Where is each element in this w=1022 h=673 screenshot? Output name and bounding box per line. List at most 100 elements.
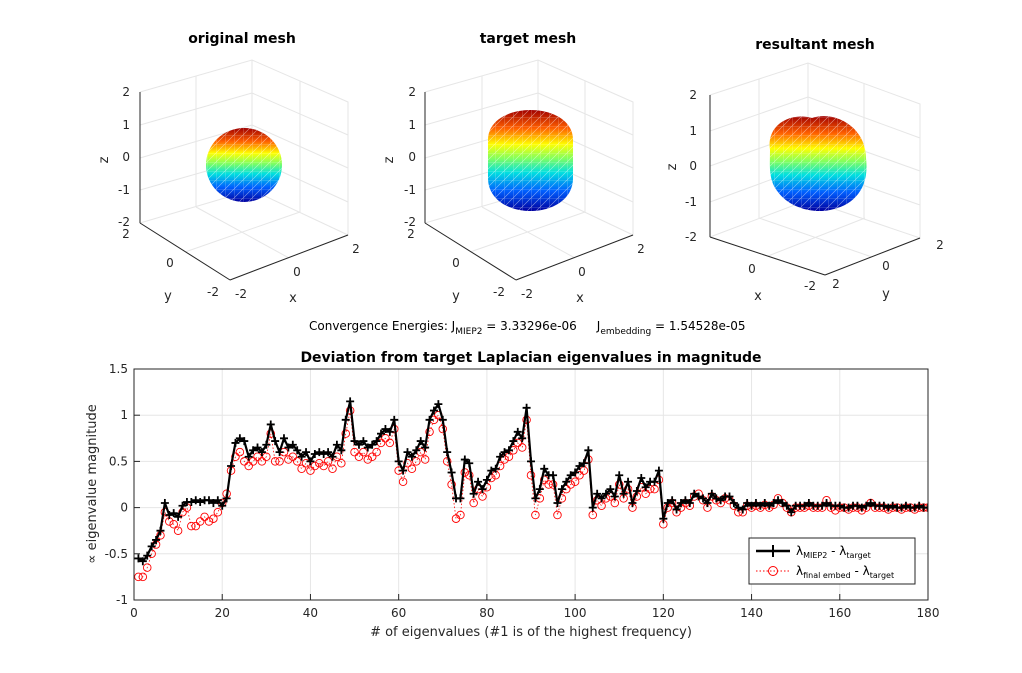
point-miep2 (540, 464, 549, 473)
point-miep2 (535, 485, 544, 494)
point-miep2 (438, 415, 447, 424)
point-final-embed (553, 510, 562, 520)
panel-original-mesh: original mesh 2 1 0 -1 -2 z 2 0 -2 (97, 31, 360, 306)
point-final-embed (231, 452, 240, 462)
point-miep2 (332, 440, 341, 449)
convergence-energies: Convergence Energies: JMIEP2 = 3.33296e-… (309, 319, 746, 337)
point-final-embed (372, 447, 381, 457)
point-final-embed (385, 438, 395, 448)
svg-text:-2: -2 (804, 279, 816, 293)
point-miep2 (271, 437, 280, 446)
svg-text:-2: -2 (404, 215, 416, 229)
point-miep2 (213, 496, 222, 505)
y-axis-label: ∝ eigenvalue magnitude (85, 404, 100, 563)
point-miep2 (924, 503, 928, 512)
point-miep2 (359, 437, 368, 446)
point-miep2 (862, 501, 871, 510)
svg-text:1: 1 (122, 118, 130, 132)
point-miep2 (685, 498, 694, 507)
point-miep2 (738, 505, 747, 514)
x-tick-label: 120 (652, 606, 675, 620)
point-miep2 (509, 437, 518, 446)
svg-text:x: x (754, 289, 762, 304)
svg-text:x: x (576, 291, 584, 306)
point-final-embed (173, 526, 183, 535)
point-miep2 (584, 446, 593, 455)
svg-text:0: 0 (122, 150, 130, 164)
point-miep2 (235, 434, 244, 443)
point-miep2 (756, 501, 765, 510)
legend: λMIEP2 - λtarget λfinal embed - λtarget (748, 537, 916, 585)
svg-text:2: 2 (689, 88, 697, 102)
point-final-embed (442, 457, 452, 466)
point-miep2 (147, 542, 156, 551)
svg-text:0: 0 (408, 150, 416, 164)
point-miep2 (328, 452, 337, 461)
svg-text:-1: -1 (685, 195, 697, 209)
panel-title: resultant mesh (755, 37, 875, 53)
axes-edges (709, 95, 921, 276)
point-miep2 (729, 498, 738, 507)
point-miep2 (456, 494, 465, 503)
panel-target-mesh: target mesh 2 1 0 -1 -2 z 2 0 -2 (382, 31, 645, 306)
svg-text:x: x (289, 291, 297, 306)
point-miep2 (310, 450, 319, 459)
y-tick-label: -0.5 (105, 547, 128, 561)
svg-text:0: 0 (748, 262, 756, 276)
svg-text:y: y (164, 289, 172, 304)
point-miep2 (751, 498, 760, 507)
point-miep2 (606, 485, 615, 494)
point-final-embed (464, 471, 474, 480)
point-final-embed (407, 464, 417, 474)
mesh-blob (769, 116, 867, 212)
point-final-embed (142, 563, 152, 572)
point-miep2 (491, 464, 500, 473)
x-ticks: 0 20 40 60 80 100 120 140 160 180 (130, 594, 939, 620)
point-final-embed (614, 480, 624, 489)
point-miep2 (474, 477, 483, 486)
point-miep2 (787, 508, 796, 517)
point-final-embed (544, 480, 553, 489)
point-final-embed (425, 427, 434, 437)
point-miep2 (694, 492, 703, 501)
point-miep2 (447, 468, 456, 477)
point-miep2 (531, 494, 540, 503)
point-miep2 (743, 498, 752, 507)
point-miep2 (306, 457, 315, 466)
point-miep2 (504, 446, 513, 455)
point-miep2 (769, 498, 778, 507)
point-miep2 (407, 452, 416, 461)
axes-edges (139, 92, 349, 281)
point-miep2 (346, 397, 355, 406)
point-miep2 (760, 498, 769, 507)
point-miep2 (659, 514, 668, 523)
point-final-embed (315, 458, 324, 468)
point-miep2 (774, 496, 783, 505)
point-miep2 (734, 503, 743, 512)
point-final-embed (469, 498, 478, 508)
point-final-embed (381, 434, 390, 443)
point-miep2 (915, 501, 924, 510)
point-final-embed (517, 443, 527, 452)
point-miep2 (368, 440, 377, 449)
point-miep2 (302, 448, 311, 457)
point-miep2 (165, 510, 174, 519)
svg-text:2: 2 (637, 242, 645, 256)
svg-text:y: y (452, 289, 460, 304)
point-final-embed (306, 466, 315, 475)
point-miep2 (244, 452, 253, 461)
svg-text:2: 2 (407, 227, 415, 241)
svg-text:-2: -2 (493, 285, 505, 299)
point-miep2 (394, 457, 403, 466)
point-final-embed (248, 457, 258, 466)
y-tick-label: -1 (116, 593, 128, 607)
svg-text:z: z (97, 156, 112, 163)
point-final-embed (310, 461, 320, 471)
point-miep2 (901, 501, 910, 510)
x-tick-label: 180 (917, 606, 940, 620)
point-miep2 (478, 485, 487, 494)
point-miep2 (429, 406, 438, 415)
point-final-embed (288, 452, 298, 462)
point-miep2 (853, 501, 862, 510)
point-miep2 (707, 489, 716, 498)
